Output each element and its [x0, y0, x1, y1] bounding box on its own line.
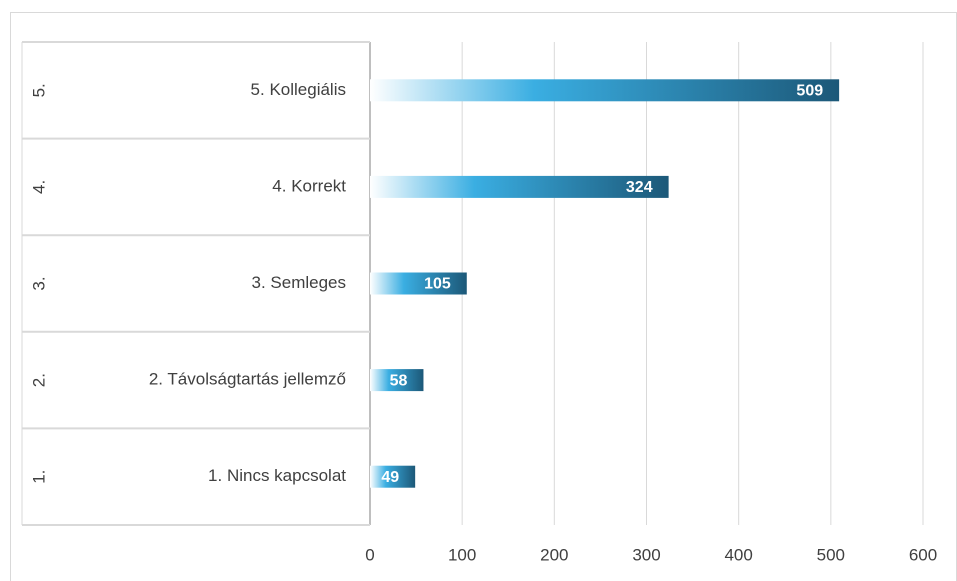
category-label: 3. Semleges — [252, 273, 347, 292]
bar — [370, 369, 424, 392]
group-label: 3. — [29, 276, 48, 290]
category-label: 5. Kollegiális — [251, 80, 346, 99]
group-label: 1. — [29, 470, 48, 484]
bar — [370, 465, 416, 488]
value-label: 105 — [424, 276, 451, 293]
x-tick-label: 100 — [448, 545, 476, 564]
group-label: 2. — [29, 373, 48, 387]
x-tick-label: 600 — [909, 545, 937, 564]
value-label: 49 — [381, 469, 399, 486]
value-label: 324 — [626, 179, 653, 196]
category-label: 4. Korrekt — [272, 176, 346, 195]
value-label: 509 — [796, 83, 823, 100]
category-label: 2. Távolságtartás jellemző — [149, 370, 346, 389]
group-label: 5. — [29, 83, 48, 97]
bar — [370, 175, 669, 198]
category-label: 1. Nincs kapcsolat — [208, 466, 346, 485]
bar — [370, 79, 840, 102]
value-label: 58 — [390, 372, 408, 389]
x-tick-label: 400 — [724, 545, 752, 564]
x-tick-label: 300 — [632, 545, 660, 564]
x-tick-label: 500 — [817, 545, 845, 564]
group-label: 4. — [29, 180, 48, 194]
x-tick-label: 0 — [365, 545, 374, 564]
bar — [370, 272, 467, 295]
x-tick-label: 200 — [540, 545, 568, 564]
